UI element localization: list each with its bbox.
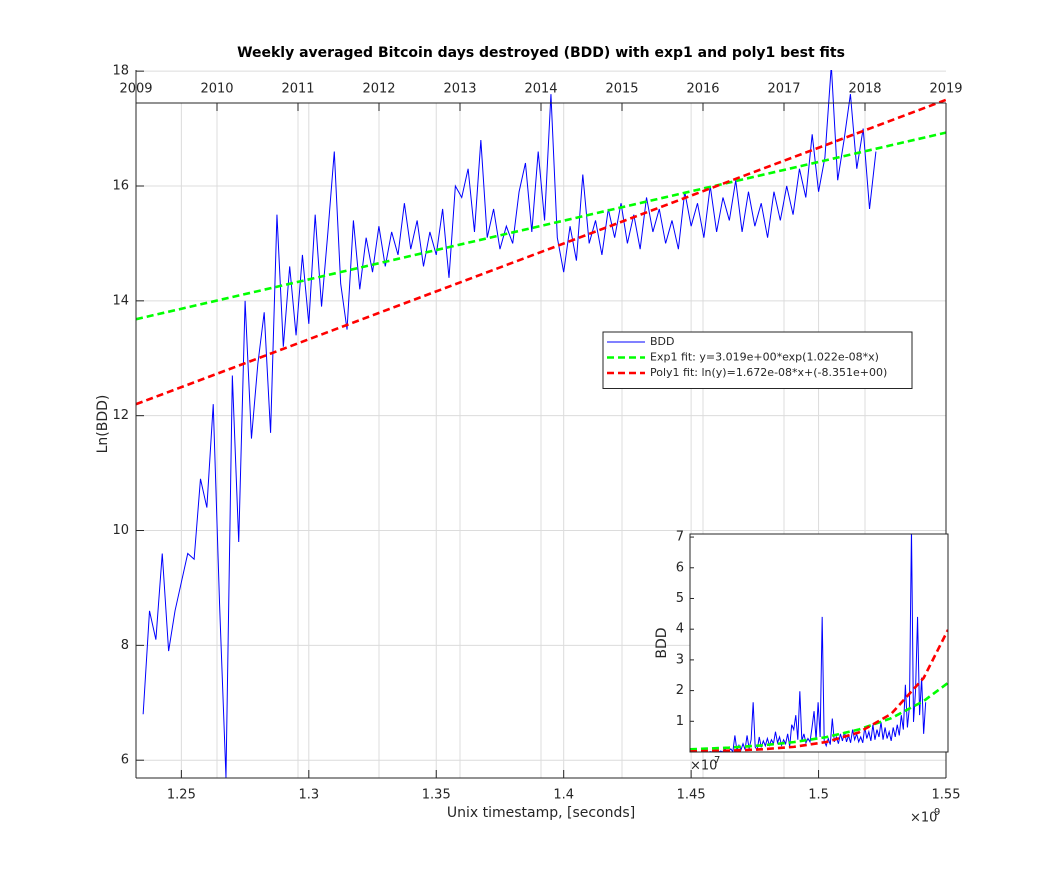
plot-area	[690, 534, 948, 752]
y-tick-label: 12	[112, 408, 129, 423]
legend-label: Poly1 fit: ln(y)=1.672e-08*x+(-8.351e+00…	[650, 366, 887, 379]
x-multiplier: ×10	[910, 811, 937, 826]
legend-box	[602, 331, 913, 389]
top-x-tick-label: 2015	[605, 82, 638, 97]
y-tick-label: 16	[112, 178, 129, 193]
x-tick-label: 1.45	[677, 788, 706, 803]
top-x-tick-label: 2016	[686, 82, 719, 97]
y-tick-label: 4	[676, 622, 684, 637]
top-x-tick-label: 2009	[119, 82, 152, 97]
fit-line	[136, 131, 946, 321]
x-axis-label: Unix timestamp, [seconds]	[447, 805, 635, 821]
y-tick-label: 6	[676, 560, 684, 575]
top-x-tick-label: 2011	[281, 82, 314, 97]
x-tick-label: 1.4	[553, 788, 574, 803]
y-tick-label: 8	[121, 638, 129, 653]
y-multiplier: ×10	[690, 759, 717, 774]
top-x-tick-label: 2014	[524, 82, 557, 97]
y-tick-label: 7	[676, 530, 684, 545]
y-axis-label: Ln(BDD)	[95, 395, 111, 454]
y-tick-label: 18	[112, 64, 129, 79]
y-tick-label: 10	[112, 523, 129, 538]
x-tick-label: 1.5	[808, 788, 829, 803]
x-tick-label: 1.35	[422, 788, 451, 803]
x-tick-label: 1.3	[298, 788, 319, 803]
top-x-tick-label: 2018	[848, 82, 881, 97]
y-tick-label: 14	[112, 293, 129, 308]
fit-line	[136, 98, 946, 406]
fit-line	[690, 681, 948, 751]
legend-label: Exp1 fit: y=3.019e+00*exp(1.022e-08*x)	[650, 351, 879, 364]
y-tick-label: 6	[121, 753, 129, 768]
data-line	[692, 534, 927, 752]
top-x-tick-label: 2017	[767, 82, 800, 97]
x-multiplier-exponent: 9	[934, 807, 940, 818]
chart-title: Weekly averaged Bitcoin days destroyed (…	[237, 45, 845, 61]
x-tick-label: 1.25	[167, 788, 196, 803]
top-x-tick-label: 2010	[200, 82, 233, 97]
top-x-tick-label: 2012	[362, 82, 395, 97]
top-x-tick-label: 2013	[443, 82, 476, 97]
y-tick-label: 2	[676, 683, 684, 698]
y-tick-label: 1	[676, 714, 684, 729]
legend-label: BDD	[650, 335, 675, 348]
data-line	[142, 70, 877, 778]
x-tick-label: 1.55	[932, 788, 961, 803]
y-tick-label: 5	[676, 591, 684, 606]
y-axis-label: BDD	[654, 627, 670, 658]
plot-area	[136, 70, 946, 778]
top-x-tick-label: 2019	[929, 82, 962, 97]
inset-frame	[689, 533, 949, 753]
y-tick-label: 3	[676, 652, 684, 667]
y-multiplier-exponent: 7	[714, 755, 720, 766]
fit-line	[690, 629, 948, 752]
